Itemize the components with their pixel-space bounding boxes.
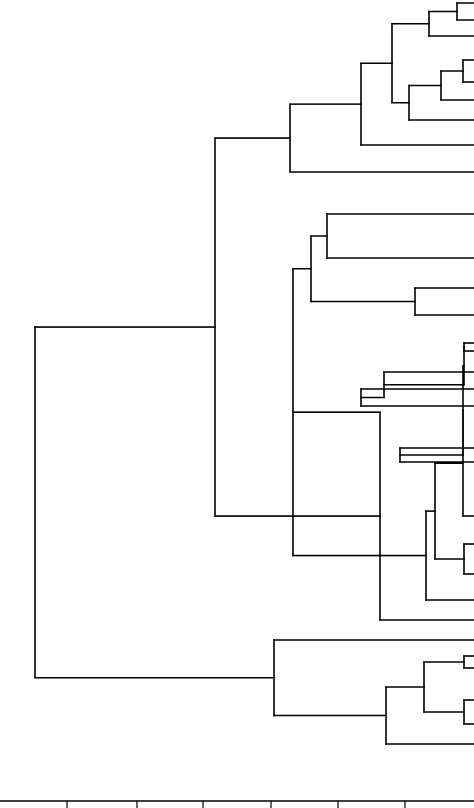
- distance-axis: [0, 800, 474, 808]
- dendrogram-links: [34, 2, 474, 745]
